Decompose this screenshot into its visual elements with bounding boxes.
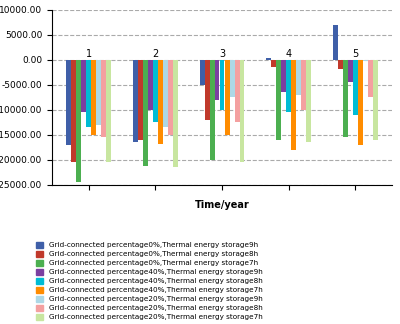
Bar: [158, 60, 163, 144]
Bar: [234, 60, 240, 122]
Bar: [220, 60, 224, 110]
Bar: [214, 60, 220, 100]
Bar: [368, 60, 373, 97]
Bar: [338, 60, 343, 69]
Bar: [271, 60, 276, 67]
Bar: [353, 60, 358, 115]
Bar: [81, 60, 86, 112]
Bar: [306, 60, 311, 142]
Bar: [138, 60, 143, 140]
Bar: [148, 60, 153, 110]
Bar: [224, 60, 230, 135]
Bar: [333, 25, 338, 60]
Bar: [71, 60, 76, 162]
Text: 1: 1: [86, 49, 92, 59]
Bar: [168, 60, 173, 135]
Bar: [96, 60, 101, 125]
Text: 4: 4: [286, 49, 292, 59]
Bar: [230, 60, 234, 97]
Bar: [363, 60, 368, 61]
Text: 5: 5: [352, 49, 358, 59]
Legend: Grid-connected percentage0%,Thermal energy storage9h, Grid-connected percentage0: Grid-connected percentage0%,Thermal ener…: [36, 242, 262, 320]
Bar: [296, 60, 301, 95]
Bar: [343, 60, 348, 137]
Bar: [163, 60, 168, 127]
Bar: [373, 60, 378, 140]
Bar: [266, 58, 271, 60]
X-axis label: Time/year: Time/year: [195, 200, 249, 210]
Bar: [133, 60, 138, 142]
Bar: [66, 60, 71, 145]
Bar: [86, 60, 91, 127]
Text: 3: 3: [219, 49, 225, 59]
Bar: [291, 60, 296, 150]
Bar: [348, 60, 353, 82]
Bar: [101, 60, 106, 137]
Bar: [106, 60, 111, 162]
Bar: [358, 60, 363, 145]
Bar: [301, 60, 306, 110]
Bar: [200, 60, 204, 85]
Bar: [240, 60, 244, 162]
Bar: [286, 60, 291, 112]
Bar: [143, 60, 148, 166]
Bar: [210, 60, 214, 160]
Bar: [153, 60, 158, 122]
Bar: [204, 60, 210, 120]
Bar: [76, 60, 81, 182]
Text: 2: 2: [152, 49, 158, 59]
Bar: [276, 60, 281, 140]
Bar: [281, 60, 286, 92]
Bar: [173, 60, 178, 167]
Bar: [91, 60, 96, 135]
